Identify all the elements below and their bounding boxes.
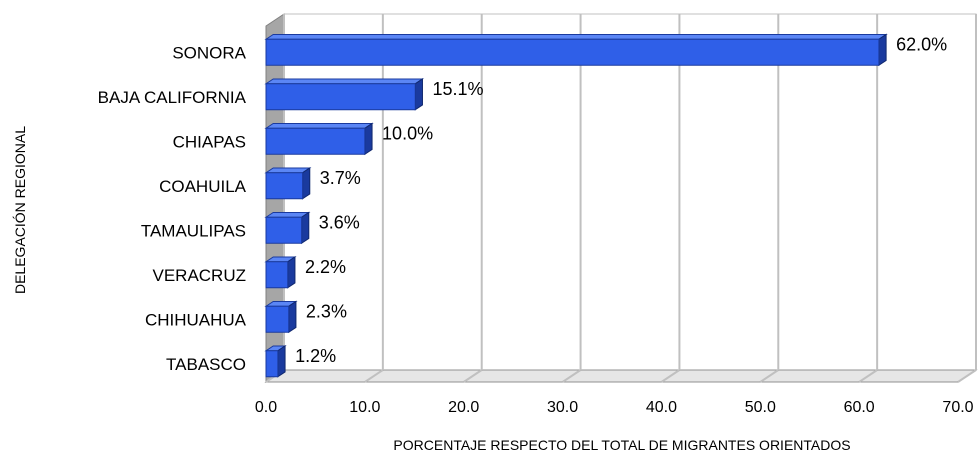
category-label: CHIAPAS [173, 132, 246, 151]
bar-end [364, 122, 373, 156]
bar-front [265, 172, 304, 200]
bar-end [288, 300, 297, 334]
bar-front [265, 261, 289, 289]
bar-top [264, 122, 374, 129]
category-label: VERACRUZ [152, 266, 246, 285]
bar-front [265, 127, 366, 155]
value-label: 15.1% [432, 79, 483, 99]
value-label: 62.0% [896, 34, 947, 54]
x-tick-label: 0.0 [255, 399, 277, 416]
bar-end [414, 78, 423, 111]
category-label: CHIHUAHUA [145, 310, 247, 329]
bar-end [302, 167, 311, 200]
bar-front [265, 38, 880, 66]
value-label: 2.2% [305, 257, 346, 277]
bar-end [287, 256, 296, 289]
bar-end [277, 345, 286, 378]
value-label: 10.0% [382, 123, 433, 143]
value-label: 3.6% [319, 212, 360, 232]
bar [264, 345, 287, 378]
value-label: 1.2% [295, 346, 336, 366]
gridline-floor [364, 369, 384, 383]
x-tick-label: 10.0 [349, 399, 380, 416]
category-labels: SONORA BAJA CALIFORNIA CHIAPAS COAHUILA TAMA… [98, 43, 247, 374]
gridline-floor [858, 369, 878, 383]
bar [264, 300, 298, 334]
x-axis-title: PORCENTAJE RESPECTO DEL TOTAL DE MIGRANT… [393, 437, 850, 453]
x-tick-labels: 0.0 10.0 20.0 30.0 40.0 50.0 60.0 70.0 [255, 399, 974, 416]
category-label: SONORA [172, 43, 246, 62]
x-tick-label: 70.0 [942, 399, 973, 416]
bar-front [265, 305, 290, 333]
bar [264, 78, 425, 111]
category-label: BAJA CALIFORNIA [98, 88, 247, 107]
gridline-floor [562, 369, 582, 383]
category-label: COAHUILA [159, 177, 247, 196]
value-label: 2.3% [306, 301, 347, 321]
chart-bars [264, 33, 888, 378]
x-tick-label: 40.0 [646, 399, 677, 416]
category-label: TAMAULIPAS [141, 221, 246, 240]
x-tick-label: 20.0 [448, 399, 479, 416]
x-tick-label: 50.0 [745, 399, 776, 416]
bar-end [301, 211, 310, 245]
chart-gridlines [265, 14, 977, 383]
bar [264, 211, 311, 245]
chart-walls [264, 13, 978, 383]
value-label: 3.7% [320, 168, 361, 188]
bar-front [265, 216, 303, 244]
bar [264, 33, 888, 67]
bar-front [265, 350, 279, 378]
bar-top [264, 33, 888, 40]
bar [264, 167, 312, 200]
x-tick-label: 60.0 [844, 399, 875, 416]
gridline-floor [660, 369, 680, 383]
bar [264, 122, 374, 156]
gridline-floor [463, 369, 483, 383]
x-tick-label: 30.0 [547, 399, 578, 416]
gridline-floor [957, 369, 977, 383]
bar-end [878, 33, 887, 67]
bar [264, 256, 297, 289]
back-wall [283, 13, 977, 371]
value-labels: 62.0% 15.1% 10.0% 3.7% 3.6% 2.2% 2.3% 1.2% [295, 34, 947, 366]
bar-front [265, 83, 416, 111]
gridline-floor [759, 369, 779, 383]
y-axis-title: DELEGACIÓN REGIONAL [12, 126, 28, 294]
bar-top [264, 78, 425, 85]
category-label: TABASCO [166, 355, 246, 374]
